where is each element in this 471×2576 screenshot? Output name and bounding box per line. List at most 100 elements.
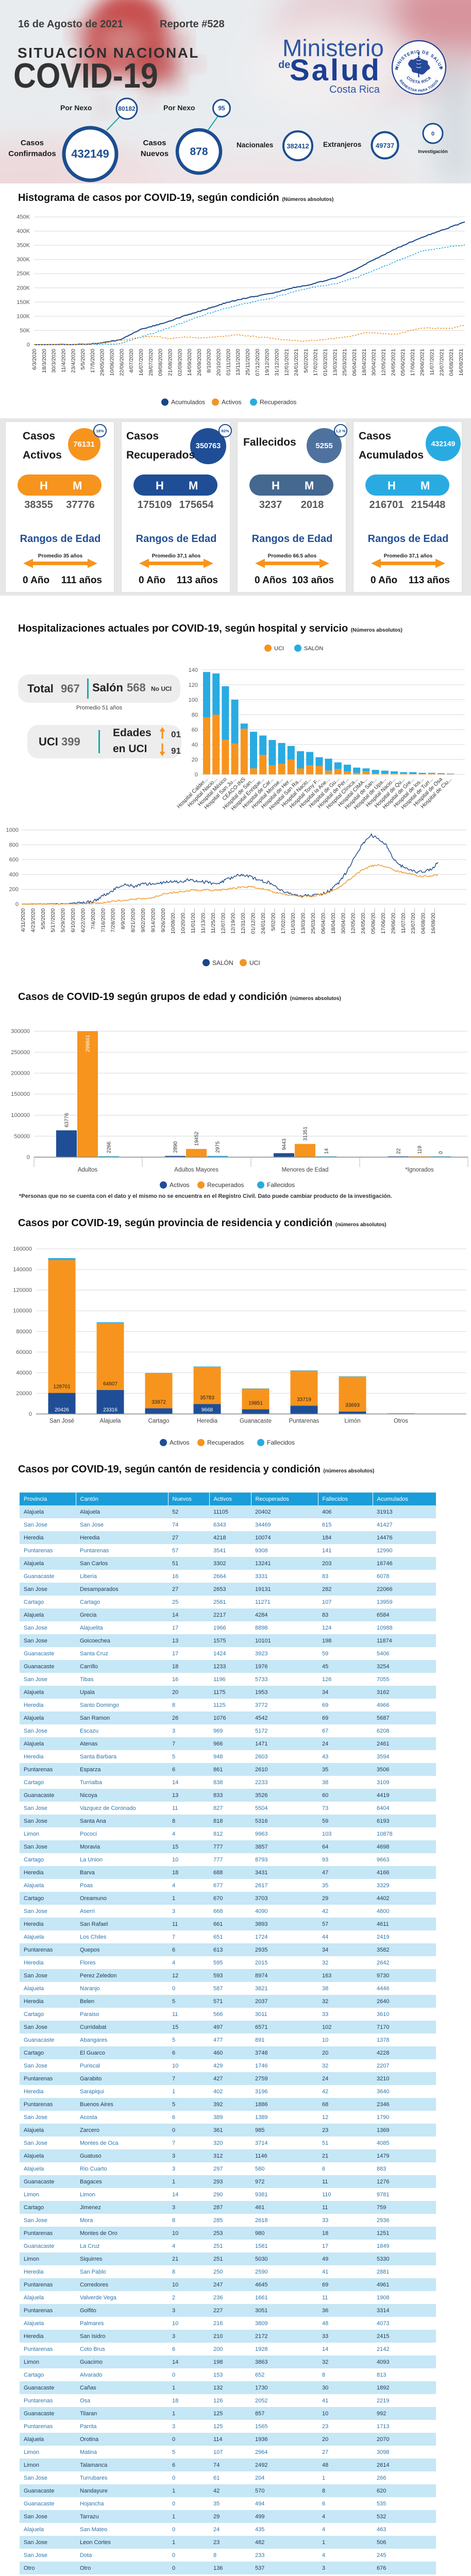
svg-text:02/09/2020: 02/09/2020: [177, 349, 183, 376]
svg-text:128701: 128701: [53, 1384, 71, 1390]
svg-text:Fallecidos: Fallecidos: [267, 1439, 295, 1446]
svg-text:05/06/20...: 05/06/20...: [371, 908, 377, 934]
svg-text:Cartago: Cartago: [148, 1418, 170, 1425]
svg-text:20/10/2020: 20/10/2020: [216, 349, 222, 376]
svg-text:9/02/2020: 9/02/2020: [140, 908, 146, 933]
svg-text:150000: 150000: [11, 1091, 30, 1097]
svg-text:120000: 120000: [13, 1287, 32, 1294]
svg-text:16/08/2021: 16/08/2021: [458, 349, 464, 376]
svg-text:40000: 40000: [16, 1370, 32, 1376]
svg-text:14: 14: [324, 1148, 330, 1154]
svg-text:0: 0: [439, 1151, 444, 1154]
svg-text:11/07/20...: 11/07/20...: [400, 908, 407, 934]
svg-text:8/10/2020: 8/10/2020: [206, 349, 212, 373]
svg-text:*Ignorados: *Ignorados: [405, 1167, 434, 1173]
svg-text:26/09/2020: 26/09/2020: [196, 349, 203, 376]
svg-text:04/08/20...: 04/08/20...: [420, 908, 427, 934]
svg-text:11/01/20...: 11/01/20...: [190, 908, 196, 934]
svg-text:17/06/2021: 17/06/2021: [410, 349, 416, 376]
svg-text:400: 400: [9, 872, 19, 878]
svg-text:50K: 50K: [20, 328, 30, 334]
svg-text:100000: 100000: [13, 1308, 32, 1314]
svg-text:12/07/20...: 12/07/20...: [220, 908, 226, 934]
svg-text:64607: 64607: [103, 1381, 117, 1387]
svg-text:30/04/2021: 30/04/2021: [371, 349, 377, 376]
svg-text:Recuperados: Recuperados: [207, 1439, 244, 1446]
svg-text:25/03/2021: 25/03/2021: [342, 349, 348, 376]
svg-text:50000: 50000: [14, 1133, 30, 1140]
svg-text:49737: 49737: [376, 142, 394, 149]
svg-text:20426: 20426: [55, 1408, 69, 1413]
svg-text:9443: 9443: [282, 1139, 288, 1150]
svg-text:29/06/20...: 29/06/20...: [390, 908, 396, 934]
svg-text:29/06/2021: 29/06/2021: [419, 349, 426, 376]
svg-text:1000: 1000: [6, 827, 19, 834]
svg-text:33872: 33872: [152, 1400, 166, 1405]
svg-text:80: 80: [192, 712, 198, 718]
svg-text:2266: 2266: [107, 1142, 112, 1154]
svg-text:91: 91: [171, 746, 181, 756]
svg-text:13/03/2021: 13/03/2021: [332, 349, 338, 376]
svg-text:01/11/2020: 01/11/2020: [225, 349, 231, 376]
svg-text:4/07/2020: 4/07/2020: [128, 349, 134, 373]
svg-text:8/9/2020: 8/9/2020: [120, 908, 126, 929]
svg-text:18/04/2021: 18/04/2021: [361, 349, 367, 376]
svg-text:11/13/20...: 11/13/20...: [200, 908, 207, 934]
svg-text:250K: 250K: [16, 271, 30, 277]
svg-text:6/22/2020: 6/22/2020: [80, 908, 87, 933]
svg-text:13/03/20...: 13/03/20...: [300, 908, 307, 934]
svg-text:95: 95: [218, 105, 225, 112]
svg-text:160000: 160000: [13, 1246, 32, 1252]
svg-text:200K: 200K: [16, 285, 30, 291]
svg-text:100: 100: [189, 697, 198, 703]
svg-text:17/02/2021: 17/02/2021: [313, 349, 319, 376]
svg-text:Menores de Edad: Menores de Edad: [282, 1167, 329, 1173]
svg-text:0: 0: [431, 131, 434, 137]
svg-text:22: 22: [396, 1148, 402, 1154]
svg-text:12/19/20...: 12/19/20...: [230, 908, 237, 934]
svg-text:33719: 33719: [297, 1397, 311, 1402]
svg-text:24/01/2021: 24/01/2021: [293, 349, 299, 376]
svg-text:60000: 60000: [16, 1349, 32, 1355]
svg-text:200: 200: [9, 887, 19, 893]
svg-text:63776: 63776: [64, 1113, 70, 1127]
svg-text:4/23/2020: 4/23/2020: [30, 908, 36, 933]
svg-text:33693: 33693: [345, 1403, 360, 1409]
svg-text:14/09/2020: 14/09/2020: [187, 349, 193, 376]
svg-text:5/02/2021: 5/02/2021: [303, 349, 309, 373]
svg-text:30/3/2020: 30/3/2020: [51, 349, 57, 373]
svg-text:299841: 299841: [86, 1035, 91, 1052]
svg-text:01/03/2021: 01/03/2021: [323, 349, 329, 376]
svg-text:12/01/2021: 12/01/2021: [283, 349, 290, 376]
svg-text:17/06/20...: 17/06/20...: [380, 908, 386, 934]
svg-text:07/12/2020: 07/12/2020: [255, 349, 261, 376]
svg-text:28/07/2020: 28/07/2020: [148, 349, 154, 376]
svg-text:01/12/20...: 01/12/20...: [250, 908, 257, 934]
svg-text:18/04/20...: 18/04/20...: [330, 908, 337, 934]
svg-text:16/08/20...: 16/08/20...: [430, 908, 436, 934]
svg-text:Heredia: Heredia: [197, 1418, 218, 1425]
svg-text:5/17/2020: 5/17/2020: [50, 908, 56, 933]
svg-text:31351: 31351: [303, 1126, 309, 1141]
svg-text:140000: 140000: [13, 1267, 32, 1273]
svg-text:24/05/2021: 24/05/2021: [390, 349, 396, 376]
svg-text:5/5/2020: 5/5/2020: [40, 908, 46, 929]
svg-text:11/07/2021: 11/07/2021: [429, 349, 435, 376]
svg-text:60: 60: [192, 727, 198, 733]
svg-text:Adultos Mayores: Adultos Mayores: [174, 1167, 218, 1173]
svg-text:UCI: UCI: [274, 646, 284, 652]
svg-text:150K: 150K: [16, 299, 30, 306]
svg-text:29/05/2020: 29/05/2020: [99, 349, 106, 376]
svg-text:2890: 2890: [173, 1141, 179, 1153]
svg-text:04/08/2021: 04/08/2021: [448, 349, 455, 376]
svg-text:23316: 23316: [103, 1408, 117, 1413]
svg-text:01: 01: [171, 730, 181, 739]
svg-text:11/4/2020: 11/4/2020: [61, 349, 67, 372]
svg-text:Acumulados: Acumulados: [171, 399, 205, 406]
svg-text:20: 20: [192, 757, 198, 763]
svg-text:Recuperados: Recuperados: [260, 399, 296, 406]
svg-text:16/07/2020: 16/07/2020: [138, 349, 144, 376]
svg-text:5/5/2020: 5/5/2020: [80, 349, 86, 370]
svg-text:UCI: UCI: [249, 959, 260, 967]
svg-text:382412: 382412: [287, 142, 309, 150]
